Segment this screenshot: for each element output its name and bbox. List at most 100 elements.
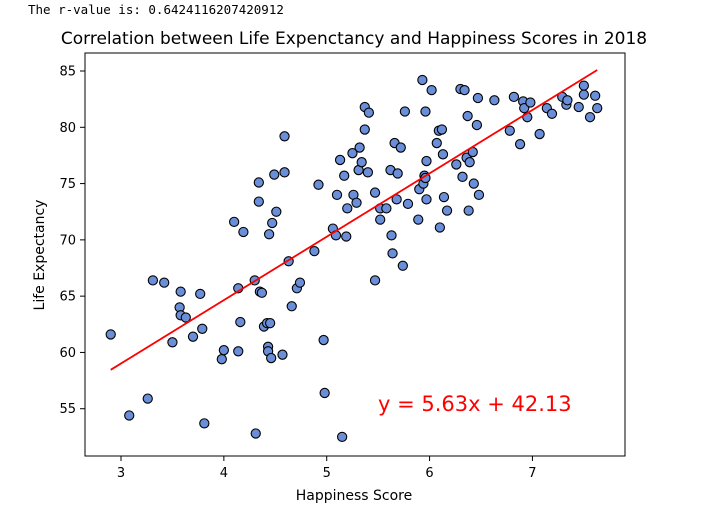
data-point <box>253 196 264 207</box>
data-point <box>392 168 403 179</box>
data-point <box>457 171 468 182</box>
data-point <box>397 260 408 271</box>
data-point <box>264 318 276 329</box>
data-point <box>253 177 264 188</box>
data-point <box>228 216 240 228</box>
data-point <box>417 74 428 86</box>
data-point <box>508 91 520 103</box>
data-point <box>584 112 596 123</box>
y-axis-label: Life Expectancy <box>32 200 48 311</box>
data-point <box>187 331 199 342</box>
data-point <box>578 89 590 100</box>
data-point <box>341 231 352 242</box>
data-point <box>546 108 558 119</box>
data-point <box>590 90 601 101</box>
x-tick-label: 3 <box>117 466 125 481</box>
x-tick-label: 6 <box>425 466 433 481</box>
data-point <box>438 191 450 203</box>
data-point <box>124 410 135 421</box>
data-point <box>351 197 362 208</box>
data-point <box>279 131 290 142</box>
data-point <box>431 137 442 149</box>
data-point <box>437 149 449 160</box>
data-point <box>199 418 210 429</box>
x-tick-label: 7 <box>528 466 536 481</box>
data-point <box>426 84 437 96</box>
data-point <box>391 194 402 205</box>
data-point <box>363 107 375 118</box>
data-point <box>334 154 346 166</box>
data-point <box>354 142 365 153</box>
data-point <box>421 194 432 205</box>
data-point <box>180 312 191 323</box>
data-point <box>339 170 350 181</box>
regression-line <box>110 69 598 371</box>
y-axis: 55 60 65 70 75 80 85 <box>59 65 85 417</box>
data-point <box>463 205 474 216</box>
data-point <box>235 316 246 328</box>
data-point <box>578 80 590 91</box>
data-point <box>359 124 370 135</box>
data-point <box>421 155 432 167</box>
data-point <box>436 124 448 135</box>
y-tick-label: 80 <box>59 121 76 136</box>
data-point <box>331 189 343 200</box>
data-point <box>369 275 381 286</box>
data-point <box>462 110 473 122</box>
data-point <box>434 222 446 233</box>
data-point <box>216 354 227 365</box>
data-point <box>167 337 178 348</box>
y-tick-label: 55 <box>59 402 76 417</box>
y-tick-label: 75 <box>59 177 76 192</box>
y-tick-label: 70 <box>59 233 76 248</box>
data-point <box>562 95 573 106</box>
data-point <box>309 245 320 257</box>
data-point <box>342 203 353 214</box>
y-tick-label: 60 <box>59 346 76 361</box>
data-point <box>473 189 485 200</box>
data-point <box>256 287 268 298</box>
data-point <box>197 323 208 334</box>
data-point <box>369 187 381 198</box>
data-point <box>534 128 545 140</box>
data-point <box>413 214 424 225</box>
data-point <box>472 92 484 104</box>
data-point <box>451 159 462 170</box>
data-point <box>504 125 515 136</box>
data-point <box>277 349 288 360</box>
data-point <box>441 205 453 216</box>
data-point <box>250 428 261 439</box>
data-point <box>318 334 329 346</box>
data-point <box>142 393 153 404</box>
data-point <box>238 226 249 238</box>
data-point <box>573 101 584 113</box>
data-point <box>271 206 282 217</box>
x-axis: 3 4 5 6 7 <box>117 456 537 481</box>
data-point <box>459 84 470 96</box>
regression-equation: y = 5.63x + 42.13 <box>378 392 572 416</box>
data-point <box>399 106 411 117</box>
data-point <box>420 106 431 117</box>
data-point <box>356 157 367 168</box>
y-tick-label: 65 <box>59 290 76 305</box>
data-point <box>464 157 475 168</box>
data-point <box>362 167 374 178</box>
x-tick-label: 4 <box>220 466 228 481</box>
data-point <box>147 275 159 286</box>
data-point <box>375 214 386 225</box>
data-point <box>514 139 526 150</box>
data-point <box>195 288 206 300</box>
x-axis-label: Happiness Score <box>296 488 413 504</box>
data-point <box>313 179 324 190</box>
data-point <box>395 142 406 153</box>
data-point <box>386 230 397 241</box>
data-point <box>471 119 483 131</box>
y-tick-label: 85 <box>59 65 76 80</box>
scatter-points <box>105 74 603 443</box>
data-point <box>468 178 479 189</box>
plot-frame <box>84 52 626 457</box>
data-point <box>266 352 277 364</box>
data-point <box>233 346 244 357</box>
data-point <box>269 169 280 180</box>
